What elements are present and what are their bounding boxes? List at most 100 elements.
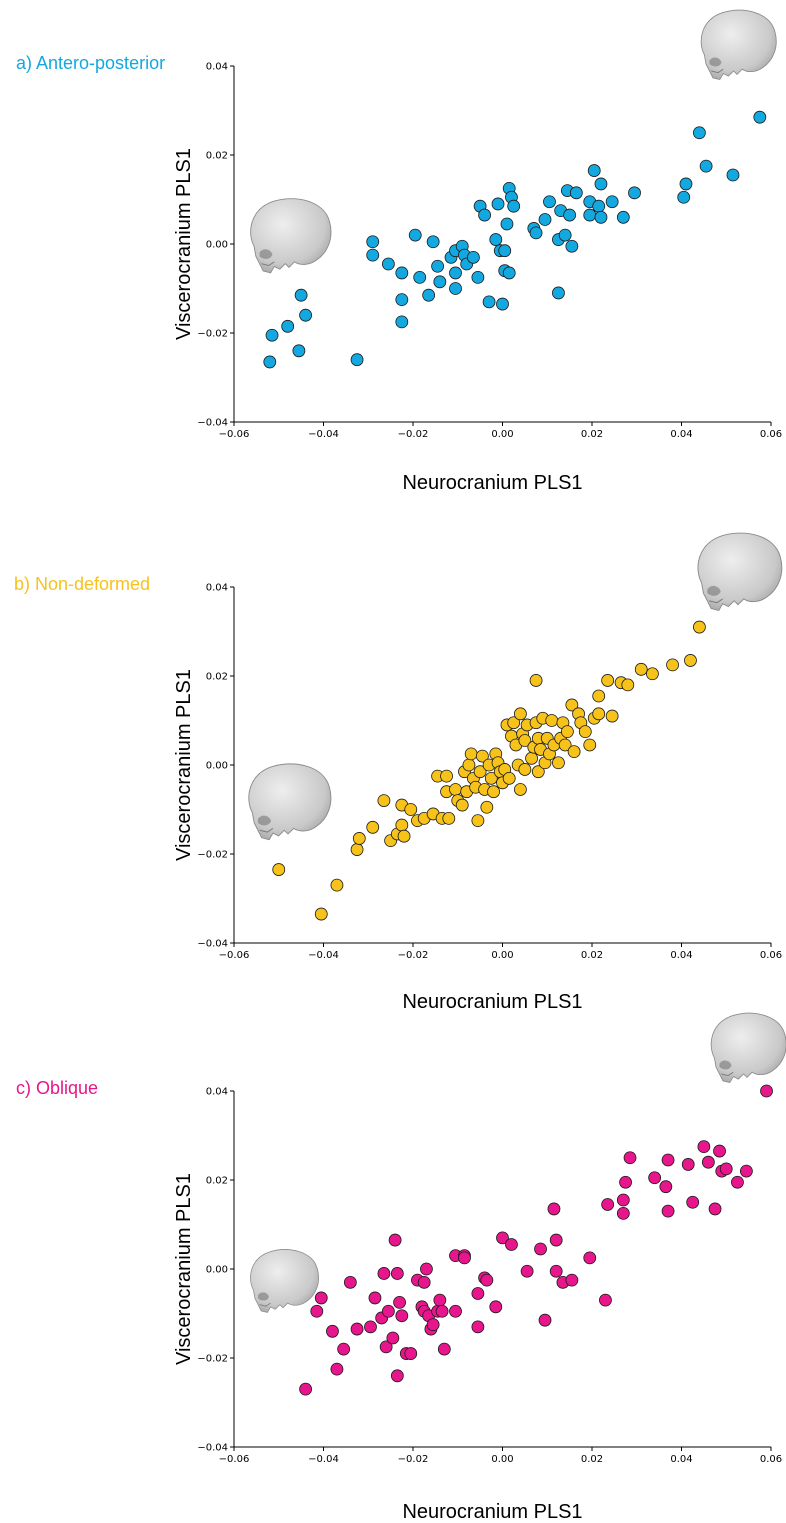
data-point xyxy=(760,1084,773,1098)
data-point xyxy=(583,738,597,752)
x-tick-label: 0.04 xyxy=(670,950,692,961)
data-point xyxy=(520,1264,534,1278)
data-point xyxy=(350,843,364,856)
x-tick-label: −0.04 xyxy=(308,1454,339,1465)
data-point xyxy=(366,235,380,249)
data-point xyxy=(583,208,597,222)
skull-illustration-left xyxy=(248,763,332,841)
data-point xyxy=(467,250,480,264)
data-point xyxy=(498,244,512,258)
data-point xyxy=(599,1293,612,1307)
y-axis-title: Viscerocranium PLS1 xyxy=(173,669,195,861)
data-point xyxy=(471,1287,485,1300)
data-point xyxy=(699,159,713,173)
data-point xyxy=(569,186,583,200)
data-point xyxy=(605,195,619,209)
data-point xyxy=(753,110,767,124)
data-point xyxy=(529,226,543,240)
x-tick-label: 0.06 xyxy=(760,1454,782,1465)
data-point xyxy=(437,1342,451,1356)
x-tick-label: 0.00 xyxy=(491,429,513,440)
skull-illustration-right xyxy=(710,1012,786,1084)
data-point xyxy=(390,1267,404,1280)
data-point xyxy=(388,1233,402,1247)
y-tick-label: −0.04 xyxy=(197,1443,228,1454)
data-point xyxy=(552,756,565,770)
data-point xyxy=(623,1151,637,1165)
data-point xyxy=(525,751,538,765)
data-point xyxy=(505,1238,518,1251)
data-point xyxy=(413,270,427,284)
data-point xyxy=(628,186,641,200)
y-tick-label: 0.04 xyxy=(206,583,228,594)
data-point xyxy=(601,1198,615,1211)
data-point xyxy=(507,716,521,730)
skull-illustration-right xyxy=(700,9,777,80)
y-tick-label: −0.02 xyxy=(197,850,228,861)
x-tick-label: 0.02 xyxy=(581,1454,603,1465)
data-point xyxy=(565,1273,579,1287)
x-tick-label: −0.06 xyxy=(219,950,250,961)
data-point xyxy=(484,771,498,785)
chart-panel-2: b) Non-deformed−0.06 −0.04 −0.02 0.00 0.02 0.… xyxy=(14,532,783,1013)
data-point xyxy=(386,1331,400,1345)
data-point xyxy=(440,769,453,783)
data-point xyxy=(502,771,516,785)
data-point xyxy=(648,1171,662,1185)
data-point xyxy=(390,1369,404,1383)
data-point xyxy=(661,1204,675,1218)
data-point xyxy=(337,1342,351,1356)
data-point xyxy=(514,707,527,721)
x-tick-label: 0.04 xyxy=(670,1454,692,1465)
x-tick-label: −0.06 xyxy=(219,429,250,440)
data-point xyxy=(473,765,487,779)
data-point xyxy=(605,709,619,723)
data-point xyxy=(458,1251,471,1265)
data-point xyxy=(594,210,608,224)
data-point xyxy=(326,1324,339,1338)
data-point xyxy=(299,1382,313,1396)
data-point xyxy=(659,1180,673,1194)
data-point xyxy=(408,228,422,242)
data-point xyxy=(395,293,409,307)
data-point xyxy=(500,217,514,231)
data-point xyxy=(449,282,462,295)
data-point xyxy=(616,210,630,224)
data-point xyxy=(686,1195,700,1209)
data-point xyxy=(381,257,395,271)
data-point xyxy=(281,319,295,333)
data-point xyxy=(368,1291,382,1305)
data-point xyxy=(507,199,521,213)
data-point xyxy=(475,749,489,763)
data-point xyxy=(502,266,516,280)
skull-illustration-right xyxy=(697,532,783,611)
y-tick-label: −0.02 xyxy=(197,1354,228,1365)
data-point xyxy=(565,698,579,712)
y-tick-label: −0.04 xyxy=(197,939,228,950)
x-tick-label: −0.02 xyxy=(398,1454,429,1465)
data-point xyxy=(578,725,592,739)
data-point xyxy=(514,783,527,796)
data-point xyxy=(366,820,380,834)
data-point xyxy=(449,266,462,280)
x-tick-label: −0.04 xyxy=(308,429,339,440)
y-tick-label: 0.00 xyxy=(206,761,228,772)
data-point xyxy=(666,658,679,672)
data-point xyxy=(681,1158,695,1171)
data-point xyxy=(496,1231,509,1245)
data-point xyxy=(272,863,286,876)
data-point xyxy=(701,1155,715,1169)
data-point xyxy=(397,829,411,843)
data-point xyxy=(560,725,574,739)
data-point xyxy=(739,1164,753,1178)
data-point xyxy=(567,745,581,759)
x-tick-label: 0.04 xyxy=(670,429,692,440)
data-point xyxy=(420,1262,433,1276)
data-point xyxy=(731,1175,744,1189)
data-point xyxy=(549,1233,563,1247)
data-point xyxy=(489,1300,503,1314)
x-axis-title: Neurocranium PLS1 xyxy=(402,472,582,494)
data-point xyxy=(594,177,608,191)
data-point xyxy=(442,812,456,825)
